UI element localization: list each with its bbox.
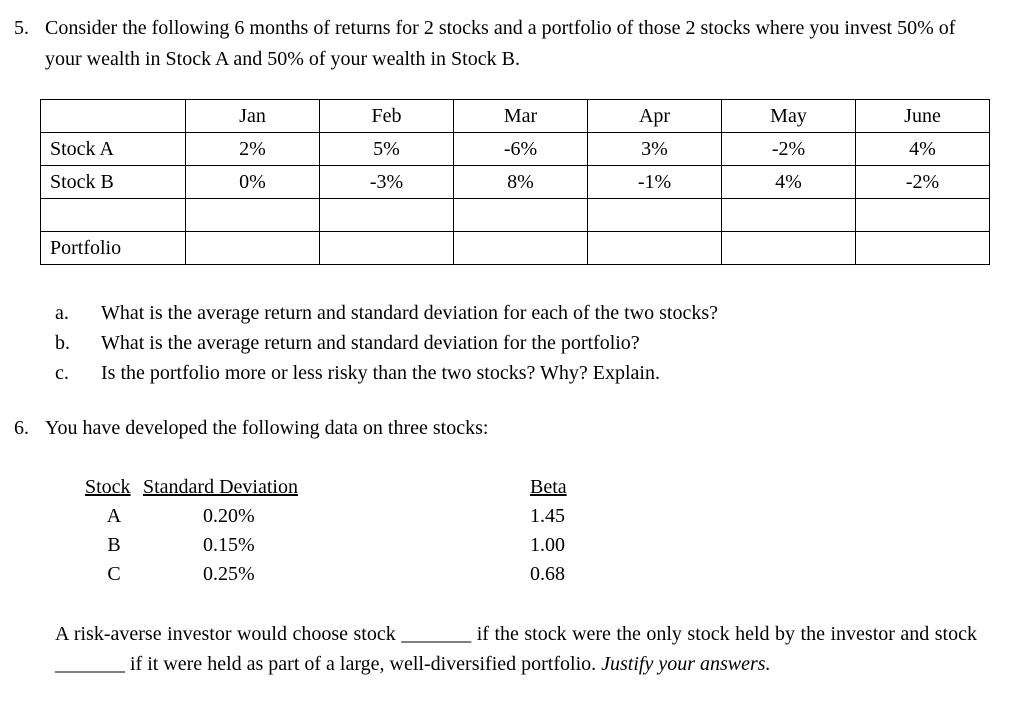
stocks-row-b: B 0.15% 1.00 [85,531,650,560]
value-cell: 4% [855,132,990,166]
question-letter: a. [55,302,69,324]
value-cell: -2% [721,132,856,166]
value-cell: 4% [721,165,856,199]
stocks-table-body: A 0.20% 1.45 B 0.15% 1.00 C 0.25% 0.68 [85,502,650,589]
question-c: c. Is the portfolio more or less risky t… [55,358,1010,388]
value-cell [855,231,990,265]
stocks-table-head: Stock Standard Deviation Beta [85,473,650,502]
value-cell: -6% [453,132,588,166]
question-b: b. What is the average return and standa… [55,328,1010,358]
stocks-row-a: A 0.20% 1.45 [85,502,650,531]
beta-header-cell: Beta [530,473,650,502]
value-cell [319,231,454,265]
value-cell: 3% [587,132,722,166]
problem-5-number: 5. [14,17,29,39]
value-cell [587,198,722,232]
std-dev-cell: 0.25% [203,563,255,585]
problem-5-intro: Consider the following 6 months of retur… [45,17,956,70]
value-cell [721,231,856,265]
table-row-empty [40,198,990,232]
table-row-stock-a: Stock A 2% 5% -6% 3% -2% 4% [40,132,990,166]
row-label-cell: Portfolio [40,231,186,265]
value-cell [319,198,454,232]
question-letter: b. [55,332,70,354]
problem-6-number: 6. [14,417,29,439]
question-text: What is the average return and standard … [101,332,640,354]
value-cell: 5% [319,132,454,166]
beta-cell: 1.00 [530,534,565,556]
value-cell: -3% [319,165,454,199]
stock-name-cell: C [107,563,121,585]
row-label-cell: Stock B [40,165,186,199]
corner-header-cell [40,99,186,133]
table-row-stock-b: Stock B 0% -3% 8% -1% 4% -2% [40,165,990,199]
returns-table: Jan Feb Mar Apr May June Stock A 2% 5% -… [40,99,990,265]
stocks-table: Stock Standard Deviation Beta A 0.20% 1.… [85,473,650,589]
std-dev-header-cell: Standard Deviation [143,473,530,502]
table-row-portfolio: Portfolio [40,231,990,265]
value-cell [721,198,856,232]
problem-5: 5. Consider the following 6 months of re… [14,13,1010,388]
std-dev-header-label: Standard Deviation [143,476,298,498]
month-header-cell: May [721,99,856,133]
problem-6: 6. You have developed the following data… [14,413,1010,679]
value-cell [185,231,320,265]
value-cell [453,198,588,232]
row-label-cell: Stock A [40,132,186,166]
returns-table-body: Stock A 2% 5% -6% 3% -2% 4% Stock B 0% -… [40,132,990,265]
value-cell [453,231,588,265]
value-cell: 0% [185,165,320,199]
beta-cell: 0.68 [530,563,565,585]
value-cell [855,198,990,232]
value-cell [587,231,722,265]
stocks-header-row: Stock Standard Deviation Beta [85,473,650,502]
returns-table-head: Jan Feb Mar Apr May June [40,99,990,133]
stock-name-cell: B [107,534,121,556]
value-cell: 8% [453,165,588,199]
question-text: What is the average return and standard … [101,302,718,324]
month-header-cell: June [855,99,990,133]
row-label-cell [40,198,186,232]
value-cell: -2% [855,165,990,199]
stocks-row-c: C 0.25% 0.68 [85,560,650,589]
problem-5-statement: 5. Consider the following 6 months of re… [14,13,1010,75]
closing-text: A risk-averse investor would choose stoc… [55,623,977,675]
beta-header-label: Beta [530,476,567,498]
closing-italic-note: Justify your answers. [596,653,771,675]
month-header-cell: Feb [319,99,454,133]
month-header-cell: Apr [587,99,722,133]
month-header-cell: Mar [453,99,588,133]
closing-paragraph: A risk-averse investor would choose stoc… [55,619,977,679]
value-cell [185,198,320,232]
value-cell: -1% [587,165,722,199]
returns-header-row: Jan Feb Mar Apr May June [40,99,990,133]
question-letter: c. [55,362,69,384]
value-cell: 2% [185,132,320,166]
beta-cell: 1.45 [530,505,565,527]
question-list: a. What is the average return and standa… [55,298,1010,388]
stock-header-cell: Stock [85,473,143,502]
problem-6-intro: You have developed the following data on… [45,417,489,439]
question-a: a. What is the average return and standa… [55,298,1010,328]
worksheet-page: 5. Consider the following 6 months of re… [14,13,1010,679]
stock-header-label: Stock [85,476,131,498]
question-text: Is the portfolio more or less risky than… [101,362,660,384]
month-header-cell: Jan [185,99,320,133]
problem-6-statement: 6. You have developed the following data… [14,413,1010,444]
stock-name-cell: A [106,505,122,527]
std-dev-cell: 0.20% [203,505,255,527]
std-dev-cell: 0.15% [203,534,255,556]
